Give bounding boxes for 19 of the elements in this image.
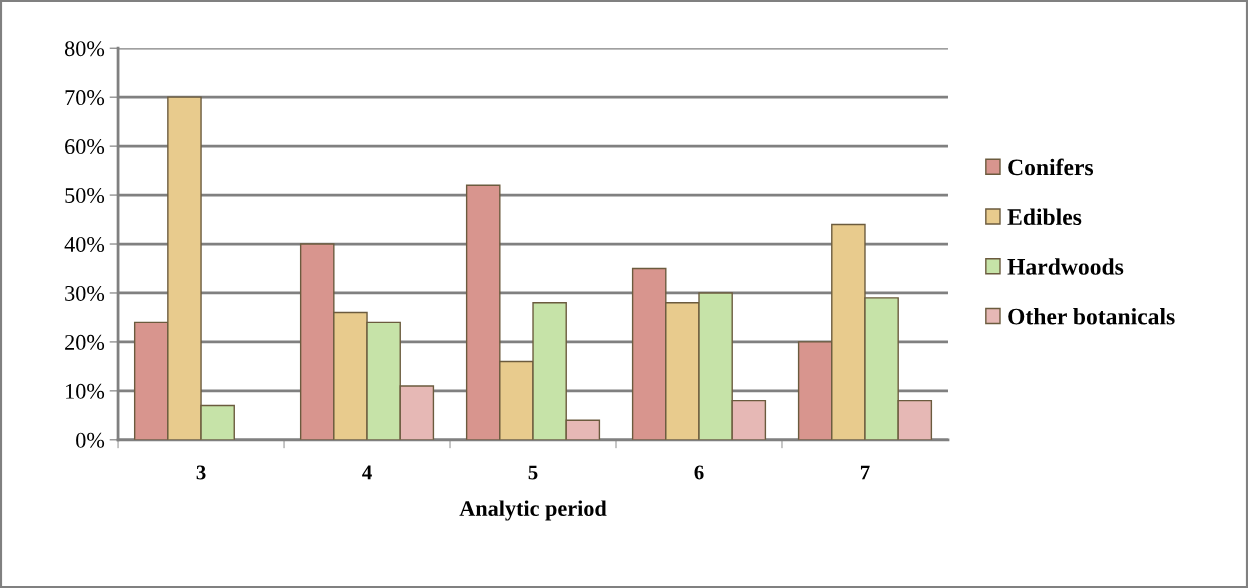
legend-label: Other botanicals: [1008, 307, 1175, 325]
legend-label: Hardwoods: [1007, 258, 1124, 275]
x-tick-label: 3: [196, 465, 206, 480]
x-tick-label: 7: [860, 465, 870, 480]
x-tick-label: 6: [694, 465, 704, 480]
x-axis-title: Analytic period: [459, 500, 607, 521]
x-tick-label: 4: [362, 465, 372, 480]
y-tick-label: 60%: [65, 139, 105, 155]
y-tick-label: 50%: [65, 188, 105, 204]
y-tick-label: 30%: [65, 285, 105, 301]
y-tick-label: 10%: [66, 383, 105, 399]
x-tick-label: 5: [528, 465, 538, 480]
y-tick-label: 70%: [65, 90, 105, 106]
legend-label: Conifers: [1008, 158, 1094, 176]
y-tick-label: 0%: [76, 432, 105, 448]
y-tick-label: 80%: [64, 41, 105, 57]
y-tick-label: 20%: [65, 334, 105, 350]
legend-label: Edibles: [1007, 208, 1082, 226]
y-tick-label: 40%: [64, 236, 105, 253]
